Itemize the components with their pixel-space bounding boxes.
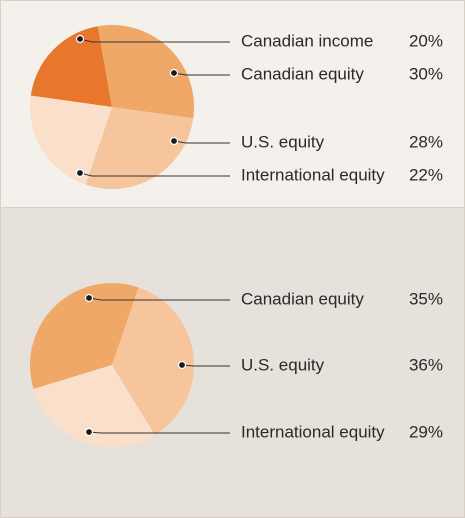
value-label: 36% <box>409 355 443 374</box>
leader-dot <box>84 427 94 437</box>
value-label: 35% <box>409 289 443 308</box>
category-label: U.S. equity <box>241 132 325 151</box>
value-label: 28% <box>409 132 443 151</box>
pie-slice <box>29 282 139 389</box>
leader-dot <box>75 168 85 178</box>
category-label: Canadian equity <box>241 289 364 308</box>
value-label: 30% <box>409 64 443 83</box>
leader-dot <box>177 360 187 370</box>
category-label: U.S. equity <box>241 355 325 374</box>
value-label: 20% <box>409 31 443 50</box>
leader-dot <box>84 293 94 303</box>
leader-line <box>79 38 230 43</box>
pie-slice <box>30 26 112 107</box>
leader-line <box>79 172 230 177</box>
pie-slice <box>85 107 194 189</box>
pie-slice <box>97 25 195 119</box>
value-label: 22% <box>409 165 443 184</box>
category-label: International equity <box>241 165 385 184</box>
category-label: Canadian equity <box>241 64 364 83</box>
pie-slice <box>112 287 195 435</box>
leader-dot <box>75 34 85 44</box>
category-label: International equity <box>241 422 385 441</box>
value-label: 29% <box>409 422 443 441</box>
leader-dot <box>169 68 179 78</box>
pie-slice <box>29 95 112 185</box>
leader-dot <box>169 136 179 146</box>
pie-slice <box>33 365 155 447</box>
category-label: Canadian income <box>241 31 373 50</box>
